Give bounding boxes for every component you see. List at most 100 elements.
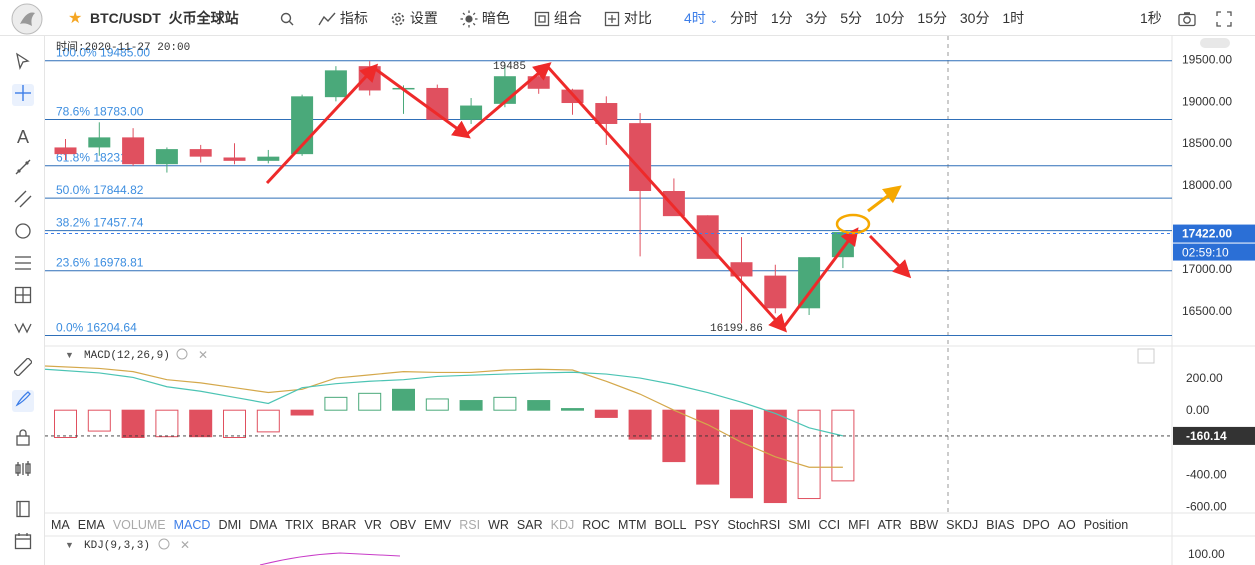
trend-arrow[interactable] <box>265 63 379 185</box>
indicator-tab-bbw[interactable]: BBW <box>909 518 939 532</box>
text-tool[interactable]: A <box>12 126 34 148</box>
layers-tool[interactable] <box>12 500 34 522</box>
kdj-tick-label: 100.00 <box>1188 547 1225 561</box>
indicator-tab-stochrsi[interactable]: StochRSI <box>727 518 781 532</box>
down-projection-arrow[interactable] <box>868 234 912 279</box>
trend-arrow[interactable] <box>545 64 788 333</box>
wave-tool[interactable] <box>12 318 34 340</box>
countdown-badge <box>1173 243 1255 261</box>
gear-icon[interactable] <box>176 348 188 360</box>
search-button[interactable] <box>280 0 294 36</box>
interval-item[interactable]: 3分 <box>805 10 828 26</box>
indicator-tab-obv[interactable]: OBV <box>389 518 417 532</box>
indicator-tab-boll[interactable]: BOLL <box>654 518 687 532</box>
close-icon[interactable]: ✕ <box>198 348 208 362</box>
indicator-tab-sar[interactable]: SAR <box>516 518 543 532</box>
indicator-tab-kdj[interactable]: KDJ <box>550 518 575 532</box>
screenshot-button[interactable] <box>1178 0 1196 36</box>
annotations <box>45 62 1172 333</box>
indicator-tab-vr[interactable]: VR <box>364 518 382 532</box>
indicator-tab-ao[interactable]: AO <box>1057 518 1076 532</box>
interval-item[interactable]: 1分 <box>770 10 793 26</box>
crosshair-tool[interactable] <box>12 84 34 106</box>
indicator-tab-position[interactable]: Position <box>1083 518 1129 532</box>
indicator-tab-roc[interactable]: ROC <box>582 518 611 532</box>
indicator-tab-dma[interactable]: DMA <box>249 518 278 532</box>
candlestick-series <box>54 61 854 324</box>
favorite-star[interactable]: ★ <box>68 0 82 36</box>
indicator-tab-psy[interactable]: PSY <box>694 518 720 532</box>
star-icon[interactable]: ★ <box>68 10 83 27</box>
collapse-icon[interactable]: ▼ <box>65 350 74 360</box>
trend-arrow[interactable] <box>465 62 552 137</box>
interval-item[interactable]: 30分 <box>959 10 990 26</box>
indicator-tab-skdj[interactable]: SKDJ <box>946 518 979 532</box>
indicator-tab-emv[interactable]: EMV <box>424 518 452 532</box>
macd-histogram-bar <box>459 400 483 411</box>
up-projection-arrow[interactable] <box>867 185 902 213</box>
trend-arrow[interactable] <box>781 227 859 329</box>
gear-icon[interactable] <box>158 538 170 550</box>
indicator-tab-smi[interactable]: SMI <box>788 518 811 532</box>
search-icon[interactable] <box>280 12 294 26</box>
trend-arrow[interactable] <box>373 66 471 139</box>
calendar-tool[interactable] <box>12 532 34 554</box>
indicator-tab-dpo[interactable]: DPO <box>1022 518 1050 532</box>
indicator-tab-rsi[interactable]: RSI <box>459 518 481 532</box>
indicator-tab-cci[interactable]: CCI <box>818 518 841 532</box>
refresh-rate[interactable]: 1秒 <box>1140 10 1162 26</box>
interval-item[interactable]: 15分 <box>917 10 947 26</box>
maximize-icon[interactable] <box>1137 348 1155 364</box>
interval-item[interactable]: 分时 <box>730 10 758 26</box>
indicator-tab-wr[interactable]: WR <box>488 518 509 532</box>
ellipse-tool[interactable] <box>12 222 34 244</box>
close-icon[interactable]: ✕ <box>180 538 190 552</box>
highlight-ellipse[interactable] <box>835 213 871 235</box>
macd-histogram-bar <box>730 409 753 499</box>
interval-dropdown[interactable]: 4时 ⌄ <box>684 10 719 26</box>
candles-tool[interactable] <box>12 460 34 482</box>
indicator-icon <box>318 12 336 26</box>
indicator-tab-brar[interactable]: BRAR <box>321 518 357 532</box>
interval-item[interactable]: 10分 <box>874 10 905 26</box>
indicator-tab-mtm[interactable]: MTM <box>618 518 647 532</box>
macd-histogram-bar <box>527 400 551 411</box>
indicator-tab-atr[interactable]: ATR <box>877 518 902 532</box>
settings-button[interactable]: 设置 <box>390 0 438 36</box>
indicator-tab-ma[interactable]: MA <box>51 518 70 532</box>
macd-histogram-bar <box>628 409 652 440</box>
indicator-tab-bias[interactable]: BIAS <box>986 518 1015 532</box>
chevron-down-icon: ⌄ <box>709 15 719 26</box>
indicator-tab-trix[interactable]: TRIX <box>285 518 314 532</box>
axis-handle[interactable] <box>1200 38 1230 48</box>
collapse-icon[interactable]: ▼ <box>65 540 74 550</box>
dark-mode-button[interactable]: 暗色 <box>460 0 510 36</box>
fibonacci-tool[interactable] <box>12 254 34 276</box>
indicator-tab-mfi[interactable]: MFI <box>848 518 870 532</box>
macd-histogram-bar <box>392 388 415 411</box>
candle-body <box>54 147 77 155</box>
indicator-tab-dmi[interactable]: DMI <box>218 518 242 532</box>
macd-histogram-bar <box>425 398 449 411</box>
indicator-tab-macd[interactable]: MACD <box>173 518 211 532</box>
indicator-button[interactable]: 指标 <box>318 0 368 36</box>
candle-body <box>764 275 787 309</box>
grid-tool[interactable] <box>12 286 34 308</box>
interval-item[interactable]: 5分 <box>840 10 863 26</box>
indicator-tab-ema[interactable]: EMA <box>77 518 105 532</box>
trend-line-tool[interactable] <box>12 158 34 180</box>
interval-item[interactable]: 1时 <box>1002 10 1025 26</box>
combo-button[interactable]: 组合 <box>534 0 582 36</box>
indicator-tab-volume[interactable]: VOLUME <box>112 518 166 532</box>
brush-tool[interactable] <box>12 390 34 412</box>
compare-button[interactable]: 对比 <box>604 0 652 36</box>
fullscreen-button[interactable] <box>1216 0 1232 36</box>
lock-tool[interactable] <box>12 428 34 450</box>
pointer-tool[interactable] <box>12 52 34 74</box>
macd-header: ▼ MACD(12,26,9) ✕ <box>65 348 1155 364</box>
parallel-channel-tool[interactable] <box>12 190 34 212</box>
ruler-tool[interactable] <box>12 356 34 380</box>
fibonacci-retracement[interactable]: 100.0% 19485.00 78.6% 18783.00 61.8% 18231… <box>45 46 1172 337</box>
symbol-title[interactable]: BTC/USDT 火币全球站 <box>90 0 239 36</box>
